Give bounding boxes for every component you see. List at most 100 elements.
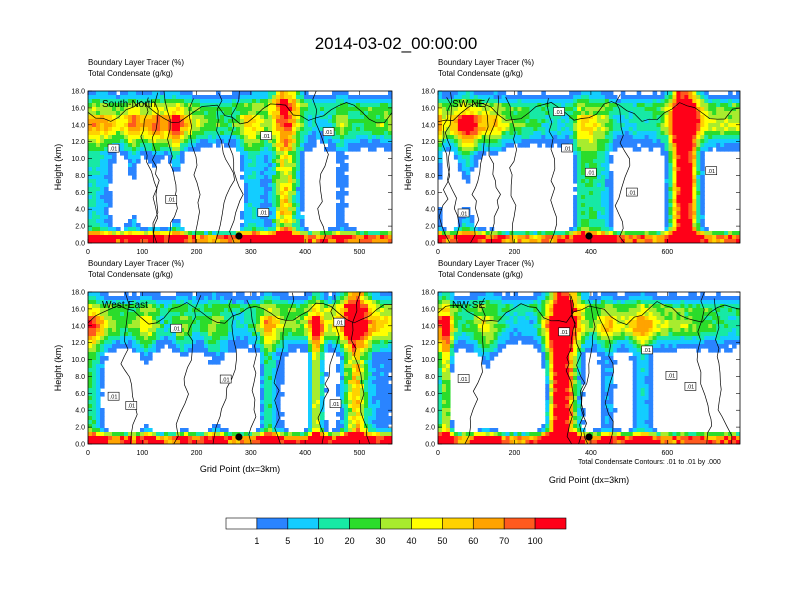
x-tick-label: 200: [191, 249, 203, 256]
colorbar-tick-label: 30: [376, 536, 386, 546]
y-tick-label: 8.0: [75, 374, 85, 381]
colorbar-swatch: [318, 517, 350, 530]
svg-text:.01: .01: [325, 130, 333, 136]
x-tick-label: 400: [299, 450, 311, 457]
panel-1: Boundary Layer Tracer (%) Total Condensat…: [53, 58, 393, 256]
colorbar-swatch: [256, 517, 289, 530]
contour-label: .01: [457, 374, 470, 383]
contour-label: .01: [641, 345, 653, 355]
contour-label: .01: [125, 401, 138, 410]
contour-label: .01: [665, 371, 678, 380]
y-tick-label: 2.0: [75, 425, 85, 432]
colorbar-tick-label: 40: [406, 536, 416, 546]
x-tick-label: 300: [245, 450, 257, 457]
svg-text:.01: .01: [707, 169, 715, 175]
y-tick-label: 6.0: [425, 190, 435, 197]
x-tick-label: 500: [354, 450, 366, 457]
x-tick-label: 400: [585, 249, 597, 256]
colorbar-tick-label: 100: [528, 536, 543, 546]
y-tick-label: 4.0: [425, 207, 435, 214]
x-tick-label: 400: [299, 249, 311, 256]
colorbar-tick-label: 50: [437, 536, 447, 546]
x-tick-label: 200: [509, 249, 521, 256]
y-axis-label: Height (km): [53, 144, 63, 191]
y-tick-label: 0.0: [75, 241, 85, 248]
x-tick-label: 0: [436, 450, 440, 457]
panel-title-condensate: Total Condensate (g/kg): [88, 69, 173, 78]
y-tick-label: 6.0: [75, 391, 85, 398]
plot-frame: [87, 90, 393, 244]
figure-title: 2014-03-02_00:00:00: [315, 34, 478, 53]
colorbar-tick-label: 70: [499, 536, 509, 546]
location-marker: [235, 232, 243, 240]
x-tick-label: 600: [662, 249, 674, 256]
panel-title-condensate: Total Condensate (g/kg): [438, 270, 523, 279]
x-tick-label: 0: [86, 450, 90, 457]
panel-label: NW-SE: [452, 300, 485, 311]
y-tick-label: 0.0: [425, 241, 435, 248]
colorbar-tick-label: 5: [285, 536, 290, 546]
y-tick-label: 14.0: [71, 323, 85, 330]
svg-text:.01: .01: [587, 171, 595, 177]
contour-label: .01: [561, 143, 573, 152]
y-tick-label: 2.0: [425, 224, 435, 231]
y-tick-label: 18.0: [421, 89, 435, 96]
contour-footnote: Total Condensate Contours: .01 to .01 by…: [578, 459, 721, 466]
location-marker: [585, 433, 593, 441]
y-tick-label: 4.0: [425, 408, 435, 415]
y-tick-label: 0.0: [75, 442, 85, 449]
heatmap-field: [438, 292, 740, 444]
x-axis-label: Grid Point (dx=3km): [549, 475, 629, 485]
colorbar: 1 5 10 20 30 40 50 60 70 100: [225, 517, 567, 546]
panel-label: West-East: [102, 300, 148, 311]
panel-title-condensate: Total Condensate (g/kg): [88, 270, 173, 279]
contour-label: .01: [626, 187, 638, 196]
location-marker: [585, 232, 593, 240]
y-tick-label: 16.0: [421, 105, 435, 112]
x-tick-label: 100: [136, 249, 148, 256]
contour-label: .01: [457, 208, 470, 217]
y-tick-label: 2.0: [75, 224, 85, 231]
contour-label: .01: [322, 127, 335, 136]
y-axis-label: Height (km): [403, 345, 413, 392]
y-tick-label: 14.0: [421, 122, 435, 129]
contour-label: .01: [333, 317, 346, 327]
y-tick-label: 18.0: [71, 89, 85, 96]
x-tick-label: 0: [86, 249, 90, 256]
colorbar-swatch: [534, 517, 567, 530]
location-marker: [235, 433, 243, 441]
heatmap-field: [438, 91, 740, 243]
y-tick-label: 18.0: [71, 290, 85, 297]
y-tick-label: 8.0: [425, 173, 435, 180]
contour-label: .01: [558, 327, 570, 336]
panel-label: SW-NE: [452, 99, 485, 110]
panel-label: South-North: [102, 99, 156, 110]
contour-label: .01: [705, 166, 718, 175]
x-tick-label: 600: [662, 450, 674, 457]
colorbar-swatch: [380, 517, 412, 530]
contour-label: .01: [107, 391, 120, 401]
y-tick-label: 4.0: [75, 207, 85, 214]
y-tick-label: 4.0: [75, 408, 85, 415]
svg-text:.01: .01: [555, 110, 563, 116]
colorbar-swatch: [287, 517, 320, 530]
y-tick-label: 16.0: [421, 306, 435, 313]
colorbar-tick-label: 1: [254, 536, 259, 546]
contour-label: .01: [584, 167, 597, 177]
contour-label: .01: [165, 195, 178, 204]
plot-frame: [437, 90, 741, 244]
panel-2: Boundary Layer Tracer (%) Total Condensat…: [403, 58, 741, 256]
y-tick-label: 18.0: [421, 290, 435, 297]
y-tick-label: 10.0: [71, 156, 85, 163]
y-tick-label: 14.0: [71, 122, 85, 129]
contour-label: .01: [107, 143, 120, 152]
plot-frame: [87, 291, 393, 445]
x-axis-label: Grid Point (dx=3km): [200, 464, 280, 474]
colorbar-tick-label: 10: [314, 536, 324, 546]
colorbar-swatch: [349, 517, 381, 530]
plot-frame: [437, 291, 741, 445]
y-tick-label: 14.0: [421, 323, 435, 330]
x-tick-label: 200: [509, 450, 521, 457]
y-tick-label: 8.0: [75, 173, 85, 180]
svg-text:.01: .01: [460, 211, 468, 217]
